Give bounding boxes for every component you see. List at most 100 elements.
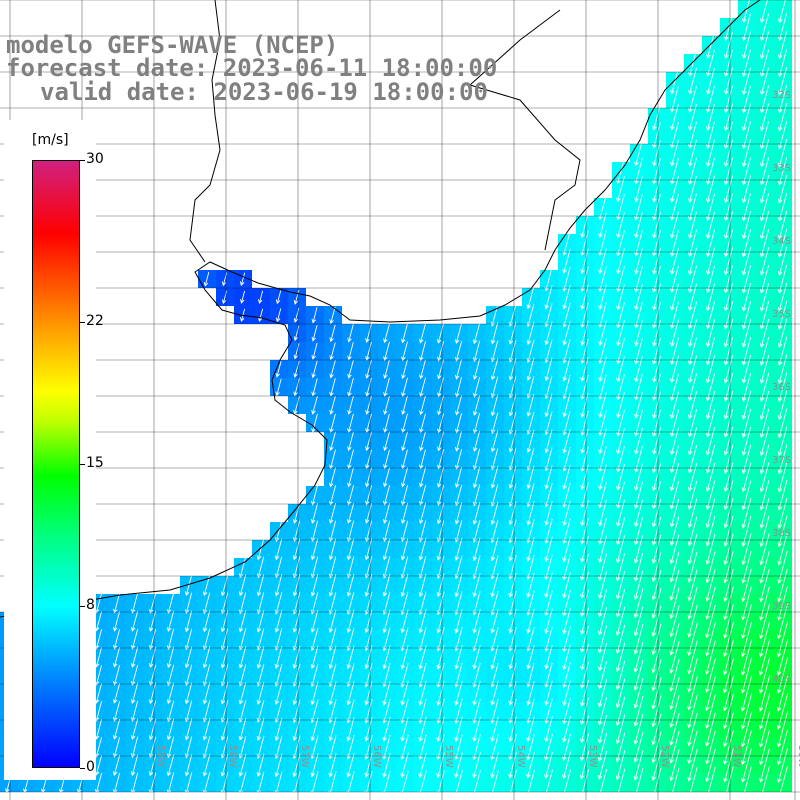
wind-arrow: [437, 431, 445, 452]
wind-arrow: [508, 430, 517, 453]
wind-arrow: [400, 680, 409, 706]
wind-arrow: [706, 49, 715, 77]
wind-arrow: [723, 533, 734, 566]
wind-arrow: [238, 574, 247, 597]
wind-arrow: [706, 67, 715, 95]
wind-arrow: [526, 645, 535, 670]
wind-arrow: [436, 609, 445, 634]
wind-arrow: [633, 695, 644, 727]
wind-arrow: [526, 321, 535, 346]
wind-arrow: [616, 481, 625, 509]
wind-arrow: [130, 700, 139, 723]
wind-arrow: [310, 574, 319, 597]
wind-arrow: [346, 645, 355, 670]
wind-arrow: [669, 623, 680, 656]
wind-arrow: [526, 698, 535, 725]
colorbar-tick-label: 15: [86, 455, 104, 471]
wind-arrow: [148, 664, 157, 686]
wind-arrow: [472, 430, 481, 453]
wind-arrow: [130, 718, 139, 741]
colorbar-tick-label: 22: [86, 313, 104, 330]
wind-arrow: [526, 465, 535, 490]
wind-arrow: [148, 592, 157, 614]
wind-arrow: [490, 358, 499, 381]
wind-arrow: [383, 431, 390, 452]
wind-arrow: [364, 520, 373, 543]
wind-arrow: [723, 480, 734, 511]
wind-arrow: [634, 284, 643, 311]
wind-arrow: [148, 700, 157, 723]
wind-arrow: [310, 502, 319, 524]
wind-arrow: [256, 592, 265, 615]
wind-arrow: [310, 485, 319, 506]
wind-arrow: [238, 682, 247, 705]
wind-arrow: [598, 464, 607, 491]
wind-arrow: [526, 554, 535, 581]
wind-arrow: [616, 410, 625, 437]
wind-arrow: [616, 374, 625, 401]
wind-arrow: [670, 104, 679, 131]
wind-arrow: [777, 300, 788, 331]
wind-arrow: [687, 569, 698, 602]
wind-arrow: [238, 592, 247, 615]
wind-arrow: [526, 751, 535, 779]
wind-arrow: [616, 392, 625, 419]
wind-arrow: [759, 550, 770, 584]
wind-arrow: [310, 556, 319, 579]
wind-arrow: [580, 428, 589, 455]
wind-arrow: [293, 360, 300, 378]
wind-arrow: [776, 693, 789, 730]
wind-arrow: [723, 711, 735, 748]
wind-arrow: [758, 639, 771, 676]
wind-arrow: [310, 520, 319, 543]
latitude-label: 34S: [772, 236, 791, 247]
wind-arrow: [382, 734, 391, 760]
wind-arrow: [329, 395, 336, 415]
wind-arrow: [705, 586, 716, 620]
wind-arrow: [275, 361, 282, 378]
wind-arrow: [688, 67, 697, 95]
wind-arrow: [740, 621, 753, 658]
wind-arrow: [94, 772, 103, 794]
wind-arrow: [687, 622, 698, 657]
wind-arrow: [365, 323, 372, 344]
wind-arrow: [740, 711, 753, 748]
wind-arrow: [651, 534, 662, 565]
wind-arrow: [400, 770, 409, 797]
wind-arrow: [454, 466, 463, 489]
wind-arrow: [508, 645, 517, 670]
wind-arrow: [723, 426, 734, 456]
wind-arrow: [328, 645, 337, 670]
wind-arrow: [329, 431, 336, 452]
latitude-labels: 32S 33S 34S 35S 36S 37S 38S 39S 40S: [772, 90, 791, 685]
wind-arrow: [616, 356, 625, 383]
wind-arrow: [652, 247, 661, 275]
wind-arrow: [616, 338, 625, 365]
wind-arrow: [651, 677, 662, 710]
wind-arrow: [490, 734, 499, 761]
longitude-label: 52W: [659, 745, 670, 768]
colorbar-tick-mark: [80, 768, 85, 769]
wind-arrow: [723, 586, 734, 621]
wind-arrow: [669, 534, 680, 565]
wind-arrow: [220, 753, 229, 777]
wind-arrow: [759, 533, 770, 566]
wind-arrow: [436, 752, 445, 779]
wind-arrow: [598, 428, 607, 455]
wind-arrow: [669, 749, 680, 782]
wind-arrow: [615, 732, 626, 763]
colorbar-tick-mark: [80, 322, 85, 324]
wind-arrow: [633, 624, 644, 655]
wind-arrow: [562, 482, 571, 509]
wind-arrow: [508, 608, 517, 634]
wind-arrow: [436, 698, 445, 725]
wind-arrow: [669, 640, 680, 674]
wind-arrow: [346, 556, 355, 579]
wind-arrow: [472, 770, 481, 797]
wind-arrow: [454, 431, 463, 452]
wind-arrow: [740, 693, 753, 730]
wind-arrow: [652, 158, 661, 185]
latitude-label: 37S: [772, 455, 791, 466]
wind-arrow: [526, 285, 535, 310]
